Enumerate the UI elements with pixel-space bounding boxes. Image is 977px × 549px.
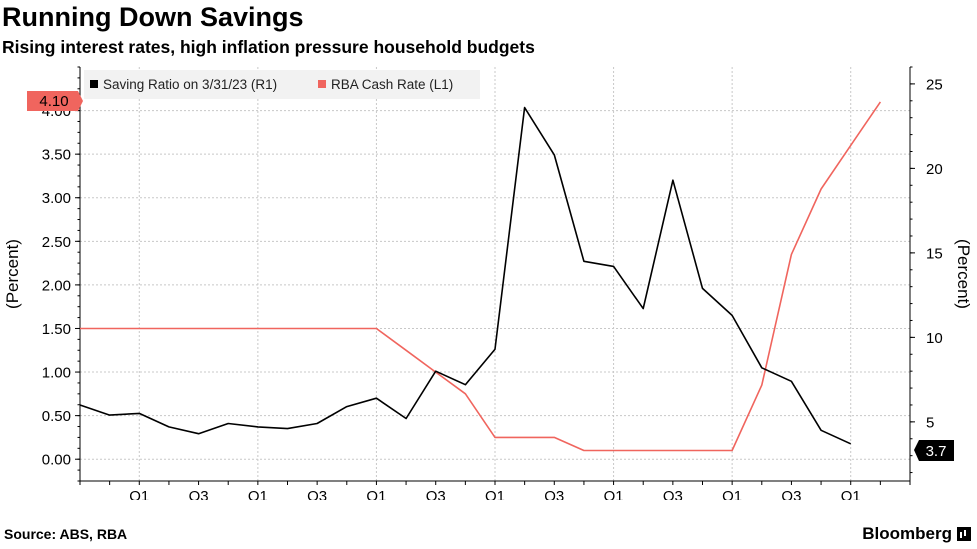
cash-rate-last-value-badge: [27, 91, 83, 111]
x-quarter-label: Q3: [544, 488, 564, 500]
legend-swatch-saving: [90, 80, 98, 88]
right-tick-label: 25: [926, 76, 943, 93]
x-quarter-label: Q3: [307, 488, 327, 500]
series-layer: [79, 101, 882, 452]
left-tick-label: 0.50: [42, 408, 71, 425]
x-quarter-label: Q1: [841, 488, 861, 500]
brand-name: Bloomberg: [862, 524, 952, 543]
legend-swatch-cash-rate: [318, 80, 326, 88]
x-quarter-label: Q3: [426, 488, 446, 500]
x-quarter-label: Q3: [663, 488, 683, 500]
brand-logo: Bloomberg: [862, 524, 971, 544]
left-tick-label: 1.50: [42, 321, 71, 338]
x-quarter-label: Q3: [189, 488, 209, 500]
left-tick-label: 2.00: [42, 277, 71, 294]
saving-last-value: 3.7: [926, 443, 947, 460]
grid: [80, 67, 910, 481]
x-quarter-label: Q1: [366, 488, 386, 500]
x-axis: Q1Q3Q1Q3Q1Q3Q1Q3Q1Q3Q1Q3Q120172018201920…: [79, 480, 911, 500]
saving-last-value-badge: [914, 440, 954, 461]
saving-ratio-line: [79, 106, 852, 445]
right-tick-label: 20: [926, 161, 943, 178]
x-quarter-label: Q1: [248, 488, 268, 500]
x-quarter-label: Q1: [604, 488, 624, 500]
legend-background: [84, 70, 480, 99]
right-axis-label: (Percent): [954, 239, 973, 309]
left-tick-label: 3.00: [42, 190, 71, 207]
chart-title: Running Down Savings: [2, 2, 304, 32]
x-quarter-label: Q1: [722, 488, 742, 500]
x-quarter-label: Q3: [781, 488, 801, 500]
bloomberg-icon: [957, 527, 971, 541]
cash-rate-line: [80, 101, 882, 452]
right-axis: 5 10 15 20 25 (Percent): [909, 66, 973, 481]
right-tick-label: 10: [926, 330, 943, 347]
left-axis-label: (Percent): [3, 239, 22, 309]
right-tick-label: 15: [926, 245, 943, 262]
left-tick-label: 3.50: [42, 147, 71, 164]
value-badges: 4.10 3.7: [27, 91, 954, 461]
left-axis: 0.000.501.001.502.002.503.003.504.00(Per…: [3, 66, 81, 482]
x-quarter-label: Q1: [485, 488, 505, 500]
source-note: Source: ABS, RBA: [4, 526, 128, 542]
x-quarter-label: Q1: [129, 488, 149, 500]
legend: Saving Ratio on 3/31/23 (R1) RBA Cash Ra…: [84, 70, 480, 99]
left-tick-label: 0.00: [42, 452, 71, 469]
chart-subtitle: Rising interest rates, high inflation pr…: [2, 37, 535, 57]
cash-rate-last-value: 4.10: [39, 93, 68, 110]
line-chart: Q1Q3Q1Q3Q1Q3Q1Q3Q1Q3Q1Q3Q120172018201920…: [3, 66, 973, 500]
left-tick-label: 2.50: [42, 234, 71, 251]
left-tick-label: 1.00: [42, 365, 71, 382]
legend-label-cash-rate: RBA Cash Rate (L1): [331, 77, 453, 92]
right-tick-label: 5: [926, 414, 934, 431]
legend-label-saving: Saving Ratio on 3/31/23 (R1): [103, 77, 277, 92]
